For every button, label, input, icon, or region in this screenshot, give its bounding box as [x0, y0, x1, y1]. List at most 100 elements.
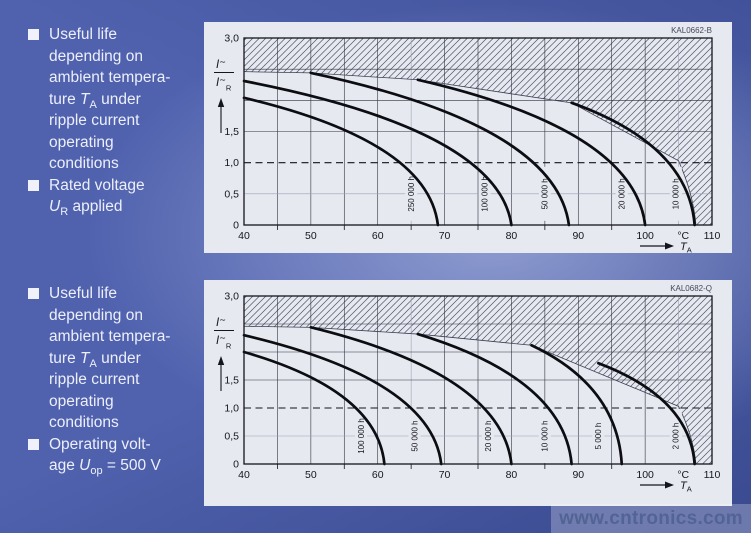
x-minor-ticks: [277, 225, 613, 230]
note-line: Useful life: [49, 285, 118, 302]
curve-label: 100 000 h: [480, 176, 489, 212]
y-axis-numerator: I∼: [216, 58, 226, 72]
curve-label-backdrop: [592, 409, 605, 463]
x-tick-labels: 40 50 60 70 80 90 100 °C 110: [238, 469, 720, 481]
bullet-square-icon: [28, 438, 39, 450]
curve-label-backdrop: [405, 166, 418, 221]
curve-label-backdrop: [669, 166, 682, 221]
y-tick-label: 3,0: [224, 291, 239, 303]
x-tick-label: 60: [372, 469, 384, 481]
bullet-square-icon: [28, 29, 39, 40]
x-axis-symbol: TA: [680, 480, 692, 494]
x-tick-label: 90: [572, 469, 584, 481]
note-line: depending on: [49, 47, 143, 65]
x-tick-label: 80: [506, 230, 518, 242]
note-block-operating-voltage: Useful life depending on ambient tempera-t…: [28, 283, 204, 477]
curve-label: 50 000 h: [410, 420, 419, 451]
y-tick-label: 1,5: [224, 375, 239, 387]
curve-50000h: [309, 71, 571, 227]
x-tick-label: 40: [238, 469, 250, 481]
x-tick-labels: 40 50 60 70 80 90 100 °C 110: [238, 230, 720, 242]
watermark-link[interactable]: www.cntronics.com: [559, 507, 743, 529]
y-axis-denominator: I∼R: [216, 76, 232, 93]
note-line: ambient tempera-: [49, 328, 171, 345]
note-line: conditions: [49, 155, 119, 172]
curve-label: 10 000 h: [672, 178, 681, 209]
note-line: Useful life: [49, 26, 118, 43]
y-tick-label: 1,0: [224, 403, 239, 415]
y-axis-arrowhead-icon: [217, 98, 225, 107]
y-tick-labels: 3,0 1,5 1,0 0,5 0: [224, 291, 239, 471]
curve-label-backdrop: [615, 166, 628, 221]
curve-10000h: [416, 332, 573, 466]
x-axis-arrowhead-icon: [665, 481, 674, 489]
note-line: ripple current: [49, 371, 140, 388]
bullet-item: Operating volt-age Uop = 500 V: [28, 434, 204, 477]
x-tick-label: 60: [372, 230, 384, 242]
chart-panel-top: 250 000 h 100 000 h 50 000 h 20 000 h 10 000…: [204, 22, 732, 253]
bullet-item: Useful life depending on ambient tempera-t…: [28, 24, 204, 175]
x-tick-label: 110: [704, 230, 721, 242]
note-line: UR applied: [49, 198, 123, 219]
y-tick-label: 0: [233, 220, 239, 232]
x-tick-label: 70: [439, 469, 451, 481]
x-axis-arrowhead-icon: [665, 242, 674, 250]
y-tick-label: 0: [233, 459, 239, 471]
curve-10000h: [570, 101, 696, 227]
curve-20000h: [416, 78, 647, 227]
x-axis-label: TA: [640, 241, 692, 253]
life-curves: [242, 71, 696, 227]
x-tick-label: 100: [636, 230, 654, 242]
note-line: Operating volt-: [49, 435, 151, 453]
curve-label: 20 000 h: [484, 420, 493, 451]
curve-labels: 250 000 h 100 000 h 50 000 h 20 000 h 10 000…: [405, 166, 682, 221]
curve-label-backdrop: [669, 409, 682, 463]
grid: [244, 296, 712, 464]
note-line: depending on: [49, 306, 143, 324]
curve-label: 5 000 h: [594, 423, 603, 450]
bullet-item: Useful life depending on ambient tempera-t…: [28, 283, 204, 434]
hatch-region: [244, 296, 712, 464]
curve-label-backdrop: [538, 409, 551, 463]
note-line: ambient tempera-: [49, 69, 171, 86]
curve-label: 2 000 h: [672, 423, 681, 450]
limit-boundary-line: [243, 71, 697, 226]
curve-label-backdrop: [408, 409, 421, 463]
curve-label-backdrop: [478, 166, 491, 221]
chart-panel-bottom: 100 000 h 50 000 h 20 000 h 10 000 h 5 000 h…: [204, 280, 732, 506]
y-tick-label: 1,5: [224, 126, 239, 138]
curve-100000h: [242, 79, 513, 227]
curve-100000h: [242, 350, 386, 466]
x-tick-label: 70: [439, 230, 451, 242]
x-tick-label: °C: [677, 230, 689, 242]
watermark-band: www.cntronics.com: [551, 504, 751, 533]
life-curves: [242, 326, 696, 466]
y-tick-label: 0,5: [224, 431, 239, 443]
useful-life-chart-operating-voltage: 100 000 h 50 000 h 20 000 h 10 000 h 5 000 h…: [214, 284, 721, 494]
note-line: age Uop = 500 V: [49, 457, 161, 478]
chart-id-label: KAL0682-Q: [670, 284, 712, 293]
note-line: ture TA under: [49, 349, 141, 370]
chart-id-label: KAL0662-B: [671, 26, 712, 35]
curve-label: 100 000 h: [357, 418, 366, 454]
curve-250000h: [242, 96, 440, 227]
x-tick-label: 40: [238, 230, 250, 242]
x-tick-label: 50: [305, 230, 317, 242]
note-block-rated-voltage: Useful life depending on ambient tempera-t…: [28, 24, 204, 218]
curve-label-backdrop: [355, 409, 367, 463]
useful-life-chart-rated-voltage: 250 000 h 100 000 h 50 000 h 20 000 h 10 000…: [214, 26, 721, 253]
note-line: conditions: [49, 414, 119, 431]
x-tick-label: 100: [636, 469, 654, 481]
y-axis-label: I∼ I∼R: [214, 58, 234, 133]
note-line: ripple current: [49, 112, 140, 129]
x-tick-label: °C: [677, 469, 689, 481]
curve-labels: 100 000 h 50 000 h 20 000 h 10 000 h 5 000 h…: [355, 409, 682, 463]
curve-5000h: [530, 343, 624, 466]
note-line: operating: [49, 392, 114, 410]
curve-label-backdrop: [482, 409, 495, 463]
note-line: Rated voltage: [49, 176, 145, 194]
bullet-square-icon: [28, 179, 39, 191]
bullet-square-icon: [28, 288, 39, 299]
y-axis-denominator: I∼R: [216, 334, 232, 351]
